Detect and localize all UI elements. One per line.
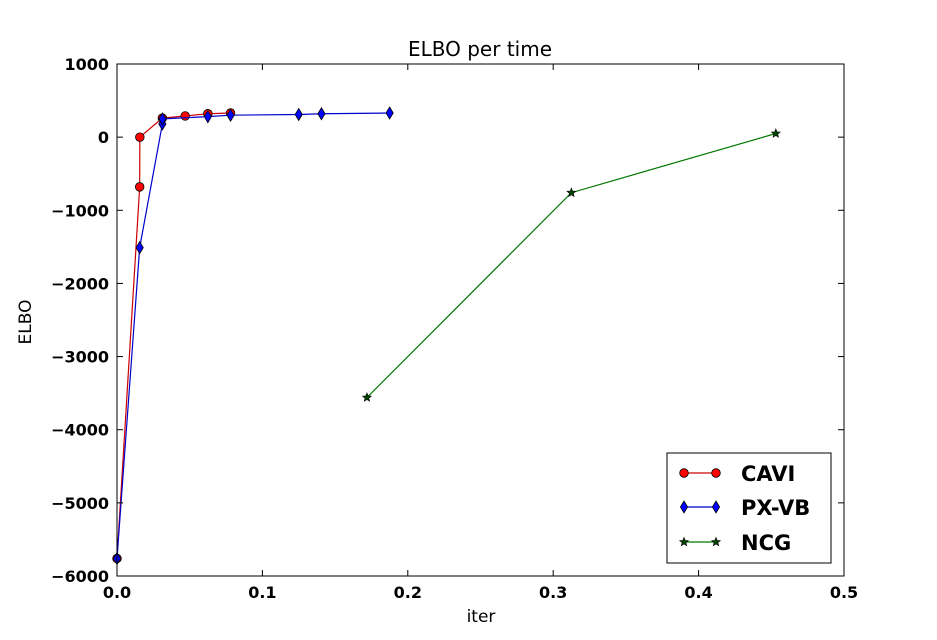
- data-point-cavi: [180, 111, 190, 121]
- data-point-px-vb: [135, 240, 144, 255]
- x-tick-label: 0.1: [248, 583, 276, 602]
- legend-box: [666, 452, 832, 564]
- chart-title: ELBO per time: [408, 37, 552, 61]
- data-point-px-vb: [226, 108, 235, 122]
- legend-label-cavi: CAVI: [741, 462, 795, 486]
- y-tick-label: −6000: [51, 567, 109, 586]
- x-tick-label: 0.3: [539, 583, 567, 602]
- data-point-cavi: [134, 182, 145, 192]
- data-point-ncg: [770, 128, 781, 138]
- legend-marker-cavi: [679, 468, 689, 478]
- data-point-px-vb: [385, 106, 394, 120]
- y-tick-label: 1000: [64, 55, 109, 74]
- legend: CAVI PX-VB NCG: [666, 452, 832, 564]
- x-tick-label: 0.2: [394, 583, 422, 602]
- data-point-px-vb: [317, 106, 326, 121]
- y-axis-title: ELBO: [16, 300, 36, 345]
- plot-frame: [116, 63, 845, 577]
- data-point-px-vb: [203, 109, 212, 124]
- series-line-ncg: [366, 132, 776, 398]
- legend-label-ncg: NCG: [741, 531, 791, 555]
- y-tick-label: −5000: [51, 494, 109, 513]
- ticks-layer: 0.0 0.1 0.2 0.3 0.4 0.5 −6000 −5000 −4000 −3000 −2…: [51, 55, 858, 602]
- y-tick-label: −4000: [51, 421, 109, 440]
- y-tick-label: −1000: [51, 201, 109, 220]
- data-point-cavi: [135, 132, 145, 142]
- legend-marker-px-vb: [711, 500, 721, 514]
- series-layer: [112, 106, 781, 566]
- data-point-px-vb: [294, 107, 303, 122]
- x-axis-title: iter: [467, 607, 496, 627]
- data-point-ncg: [566, 187, 577, 198]
- x-tick-label: 0.5: [830, 583, 858, 602]
- data-point-px-vb: [158, 112, 167, 126]
- series-line-px-vb: [116, 112, 390, 559]
- series-line-cavi: [116, 112, 231, 559]
- x-tick-label: 0.4: [684, 583, 712, 602]
- x-tick-label: 0.0: [103, 583, 131, 602]
- legend-marker-px-vb: [679, 500, 689, 514]
- legend-marker-cavi: [711, 468, 721, 478]
- y-tick-label: 0: [98, 128, 109, 147]
- data-point-ncg: [361, 392, 373, 402]
- y-tick-label: −2000: [51, 274, 109, 293]
- legend-label-px-vb: PX-VB: [741, 496, 810, 520]
- legend-marker-ncg: [710, 536, 722, 547]
- legend-marker-ncg: [678, 536, 690, 547]
- y-tick-label: −3000: [51, 348, 109, 367]
